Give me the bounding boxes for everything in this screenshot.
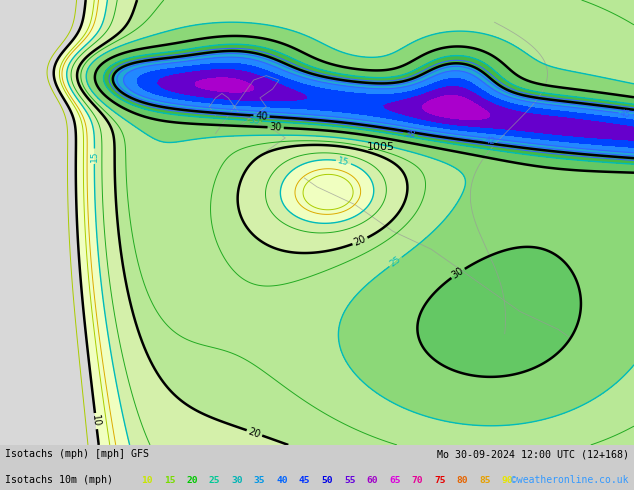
Text: 25: 25: [209, 476, 221, 486]
Text: 20: 20: [247, 426, 262, 440]
Text: 30: 30: [269, 122, 282, 133]
Text: 30: 30: [450, 266, 466, 281]
Text: 60: 60: [366, 476, 378, 486]
Text: 1005: 1005: [366, 142, 394, 152]
Text: 70: 70: [411, 476, 423, 486]
Text: 40: 40: [255, 111, 268, 122]
Text: 40: 40: [276, 476, 288, 486]
Text: 45: 45: [299, 476, 311, 486]
Text: 75: 75: [434, 476, 446, 486]
Text: 85: 85: [479, 476, 491, 486]
Text: 15: 15: [164, 476, 176, 486]
Text: 15: 15: [90, 150, 99, 162]
Text: Mo 30-09-2024 12:00 UTC (12+168): Mo 30-09-2024 12:00 UTC (12+168): [437, 449, 629, 460]
Text: 35: 35: [249, 116, 261, 125]
Text: 10: 10: [90, 415, 101, 428]
Text: 25: 25: [389, 255, 403, 269]
Text: 90: 90: [501, 476, 513, 486]
Text: 80: 80: [456, 476, 468, 486]
Text: 20: 20: [186, 476, 198, 486]
Text: 15: 15: [337, 156, 350, 168]
Text: 38: 38: [404, 128, 417, 139]
Text: 30: 30: [231, 476, 243, 486]
Text: 50: 50: [321, 476, 333, 486]
Text: Isotachs (mph) [mph] GFS: Isotachs (mph) [mph] GFS: [5, 449, 149, 460]
Text: ©weatheronline.co.uk: ©weatheronline.co.uk: [512, 475, 629, 486]
Text: 20: 20: [353, 234, 368, 248]
Text: 45: 45: [620, 109, 631, 119]
Text: 55: 55: [344, 476, 356, 486]
Text: 35: 35: [254, 476, 266, 486]
Text: 65: 65: [389, 476, 401, 486]
Text: 10: 10: [141, 476, 153, 486]
Text: Isotachs 10m (mph): Isotachs 10m (mph): [5, 475, 113, 486]
Text: 42: 42: [484, 136, 496, 147]
